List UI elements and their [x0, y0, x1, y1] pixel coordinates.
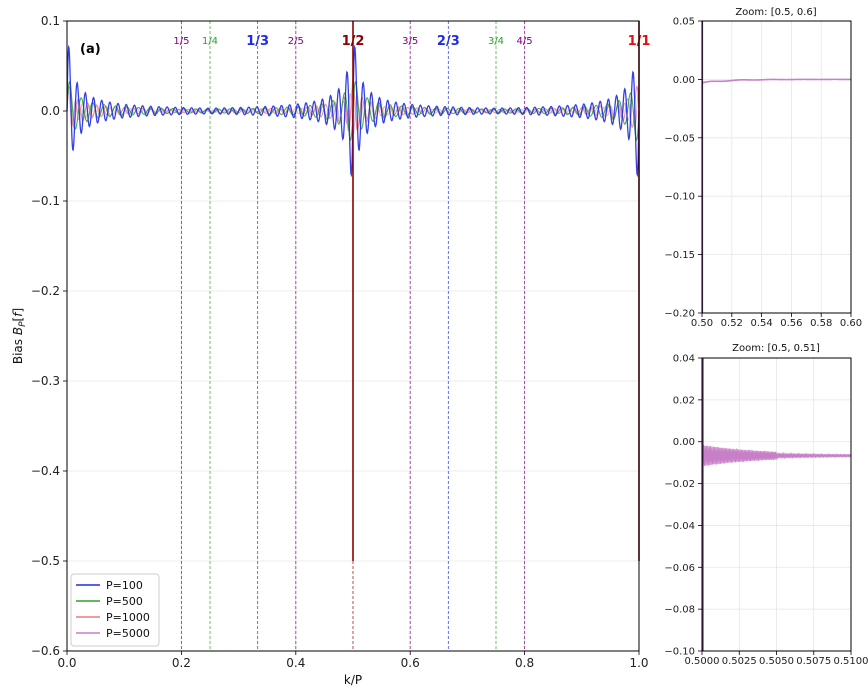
- main-x-tick-label: 0.6: [401, 656, 420, 670]
- main-x-tick-label: 0.2: [172, 656, 191, 670]
- z1-x-tick-label: 0.60: [840, 318, 862, 329]
- z1-y-tick-label: −0.10: [664, 192, 695, 203]
- main-y-tick-label: 0.1: [41, 14, 60, 28]
- zoom-top-y-ticks: −0.20 −0.15 −0.10 −0.05 0.00 0.05: [664, 17, 702, 320]
- main-y-tick-label: −0.2: [31, 284, 60, 298]
- z1-x-tick-label: 0.56: [780, 318, 802, 329]
- main-y-ticks: −0.6 −0.5 −0.4 −0.3 −0.2 −0.1 0.0 0.1: [31, 14, 67, 658]
- z1-x-tick-label: 0.52: [721, 318, 743, 329]
- z2-y-tick-label: −0.10: [664, 647, 695, 658]
- z2-y-tick-label: −0.04: [664, 521, 695, 532]
- z2-x-tick-label: 0.5075: [796, 656, 831, 667]
- main-y-tick-label: −0.5: [31, 554, 60, 568]
- zoom-top-x-ticks: 0.50 0.52 0.54 0.56 0.58 0.60: [691, 313, 862, 329]
- main-x-tick-label: 0.4: [286, 656, 305, 670]
- z2-y-tick-label: 0.04: [673, 354, 695, 365]
- z2-y-tick-label: −0.08: [664, 605, 695, 616]
- z2-y-tick-label: 0.02: [673, 395, 695, 406]
- z1-y-tick-label: 0.05: [673, 17, 695, 28]
- zoom-top-plot-area: [702, 21, 851, 313]
- main-y-tick-label: 0.0: [41, 104, 60, 118]
- marker-label-1-5: 1/5: [173, 36, 189, 47]
- z2-x-tick-label: 0.5100: [834, 656, 868, 667]
- z1-x-tick-label: 0.58: [810, 318, 832, 329]
- z2-x-tick-label: 0.5000: [685, 656, 720, 667]
- marker-label-1-4: 1/4: [202, 36, 218, 47]
- legend: P=100 P=500 P=1000 P=5000: [71, 574, 159, 646]
- z2-x-tick-label: 0.5025: [722, 656, 757, 667]
- legend-label-p100: P=100: [106, 579, 143, 592]
- z1-y-tick-label: 0.00: [673, 75, 695, 86]
- z2-y-tick-label: −0.06: [664, 563, 695, 574]
- z1-y-tick-label: −0.20: [664, 309, 695, 320]
- main-x-axis-label: k/P: [344, 673, 362, 687]
- legend-label-p1000: P=1000: [106, 611, 150, 624]
- marker-label-3-5: 3/5: [402, 36, 418, 47]
- marker-label-4-5: 4/5: [517, 36, 533, 47]
- z1-x-tick-label: 0.50: [691, 318, 713, 329]
- z2-y-tick-label: −0.02: [664, 479, 695, 490]
- z2-y-tick-label: 0.00: [673, 437, 695, 448]
- main-x-tick-label: 0.0: [57, 656, 76, 670]
- zoom-panel-top: 0.50 0.52 0.54 0.56 0.58 0.60 −0.20 −0.15 −0.10…: [664, 7, 862, 329]
- main-y-tick-label: −0.4: [31, 464, 60, 478]
- main-y-axis-label: Bias BP[f]: [11, 308, 28, 364]
- main-y-tick-label: −0.6: [31, 644, 60, 658]
- legend-label-p5000: P=5000: [106, 627, 150, 640]
- marker-label-1-3: 1/3: [246, 34, 269, 49]
- z1-y-tick-label: −0.05: [664, 133, 695, 144]
- marker-label-3-4: 3/4: [488, 36, 504, 47]
- main-x-ticks: 0.0 0.2 0.4 0.6 0.8 1.0: [57, 651, 648, 670]
- zoom-bottom-y-ticks: −0.10 −0.08 −0.06 −0.04 −0.02 0.00 0.02 0.04: [664, 354, 702, 658]
- zoom-bottom-title: Zoom: [0.5, 0.51]: [732, 343, 820, 354]
- main-x-tick-label: 0.8: [515, 656, 534, 670]
- main-y-tick-label: −0.3: [31, 374, 60, 388]
- marker-label-2-5: 2/5: [288, 36, 304, 47]
- marker-label-2-3: 2/3: [437, 34, 460, 49]
- panel-label: (a): [80, 42, 101, 57]
- z2-x-tick-label: 0.5050: [759, 656, 794, 667]
- main-y-tick-label: −0.1: [31, 194, 60, 208]
- main-x-tick-label: 1.0: [629, 656, 648, 670]
- legend-label-p500: P=500: [106, 595, 143, 608]
- z1-x-tick-label: 0.54: [750, 318, 772, 329]
- z1-y-tick-label: −0.15: [664, 250, 695, 261]
- zoom-top-title: Zoom: [0.5, 0.6]: [735, 7, 816, 18]
